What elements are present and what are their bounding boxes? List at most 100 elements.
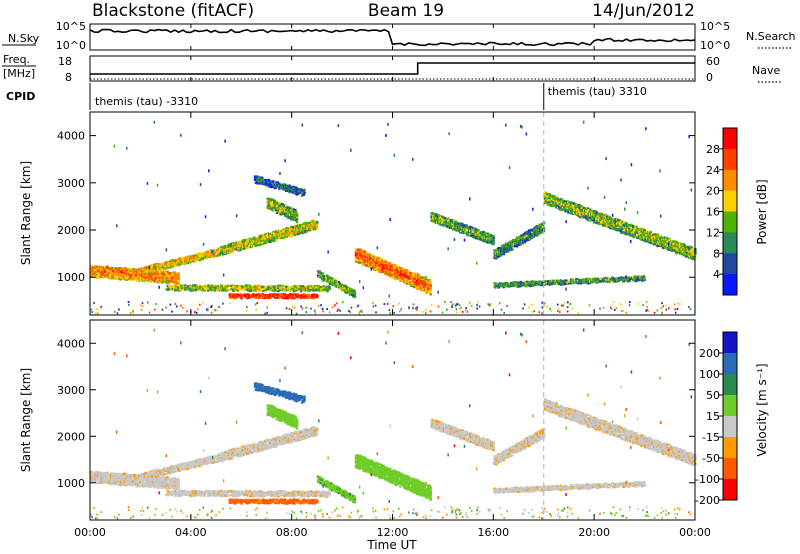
power-cell	[553, 195, 556, 198]
power-cell	[310, 285, 313, 288]
power-cell	[218, 250, 221, 253]
power-cell	[385, 271, 389, 274]
power-cell	[185, 256, 188, 259]
power-cell	[290, 209, 293, 212]
power-cell	[239, 244, 242, 247]
nsky-tick-bottom: 10^0	[56, 39, 86, 52]
power-cell	[269, 235, 272, 239]
power-cell	[258, 182, 262, 185]
power-cell	[295, 190, 298, 193]
power-cell	[205, 284, 208, 287]
power-cell	[409, 282, 412, 285]
power-cell	[437, 214, 440, 217]
power-cell	[369, 257, 373, 260]
power-cell	[584, 212, 588, 215]
power-cell	[237, 285, 241, 288]
power-cell	[144, 266, 147, 269]
power-cell	[485, 239, 489, 242]
power-cell	[304, 227, 307, 230]
power-cell	[249, 285, 253, 289]
power-cell	[447, 217, 450, 220]
power-cell	[295, 225, 299, 228]
power-cell	[307, 296, 310, 300]
power-cell	[405, 275, 409, 278]
power-cell	[548, 193, 552, 196]
power-cell	[106, 271, 109, 274]
power-cell	[374, 264, 378, 267]
power-cell	[295, 212, 299, 216]
power-cell	[502, 253, 505, 256]
power-cell	[637, 227, 640, 230]
power-cell	[534, 226, 537, 229]
power-cell	[278, 182, 281, 185]
power-cell	[172, 277, 175, 280]
power-cell	[127, 274, 131, 277]
power-cell	[192, 284, 195, 288]
power-cell	[494, 286, 497, 289]
power-cell	[593, 216, 596, 219]
power-cell	[245, 247, 248, 250]
power-cell	[120, 270, 123, 273]
power-cell	[614, 226, 617, 229]
power-cell	[532, 234, 536, 237]
power-cell	[287, 206, 290, 209]
power-cell	[574, 205, 577, 208]
power-cell	[99, 265, 102, 268]
power-cell	[393, 266, 396, 269]
power-cell	[543, 197, 547, 200]
power-cell	[469, 234, 473, 237]
power-cell	[292, 226, 295, 229]
power-cell	[148, 272, 151, 275]
power-cell	[212, 288, 216, 291]
power-cell	[358, 248, 362, 251]
power-cell	[204, 255, 207, 258]
power-cell	[648, 240, 652, 243]
power-cell	[281, 212, 284, 215]
power-cell	[274, 204, 277, 207]
power-cell	[258, 242, 261, 245]
power-cell	[511, 244, 514, 247]
power-cell	[224, 289, 227, 292]
power-cell	[547, 203, 550, 206]
power-cell	[543, 280, 547, 283]
power-cell	[632, 229, 636, 232]
power-cell	[271, 233, 274, 237]
power-cell	[489, 241, 492, 244]
power-cell	[350, 288, 353, 291]
power-cell	[657, 238, 660, 241]
power-cell	[140, 267, 143, 270]
power-cell	[156, 279, 159, 282]
power-cell	[320, 286, 323, 289]
power-cell	[160, 268, 163, 271]
power-cell	[500, 252, 504, 255]
power-cell	[506, 243, 510, 246]
power-cell	[358, 261, 362, 264]
power-cell	[623, 221, 626, 224]
power-cell	[226, 287, 229, 290]
power-cell	[639, 234, 642, 237]
power-cell	[286, 235, 289, 238]
power-cell	[156, 275, 159, 279]
power-cell	[256, 238, 259, 242]
power-cell	[653, 243, 656, 246]
power-cell	[638, 230, 642, 233]
power-cell	[403, 272, 406, 275]
power-cell	[190, 259, 194, 262]
power-cell	[216, 252, 220, 255]
power-cell	[556, 205, 559, 208]
power-cell	[430, 215, 433, 218]
power-cell	[451, 219, 454, 222]
power-cell	[411, 274, 414, 277]
power-cell	[527, 231, 531, 234]
power-cell	[251, 285, 254, 288]
power-cell	[261, 242, 264, 245]
power-cell	[384, 271, 387, 275]
freq-tick-top: 18	[58, 55, 72, 68]
power-cell	[523, 241, 526, 244]
power-cell	[374, 261, 378, 264]
power-cell	[269, 284, 273, 287]
power-cell	[172, 272, 175, 276]
power-cell	[327, 288, 330, 291]
power-cell	[364, 254, 368, 257]
power-cell	[195, 289, 198, 292]
